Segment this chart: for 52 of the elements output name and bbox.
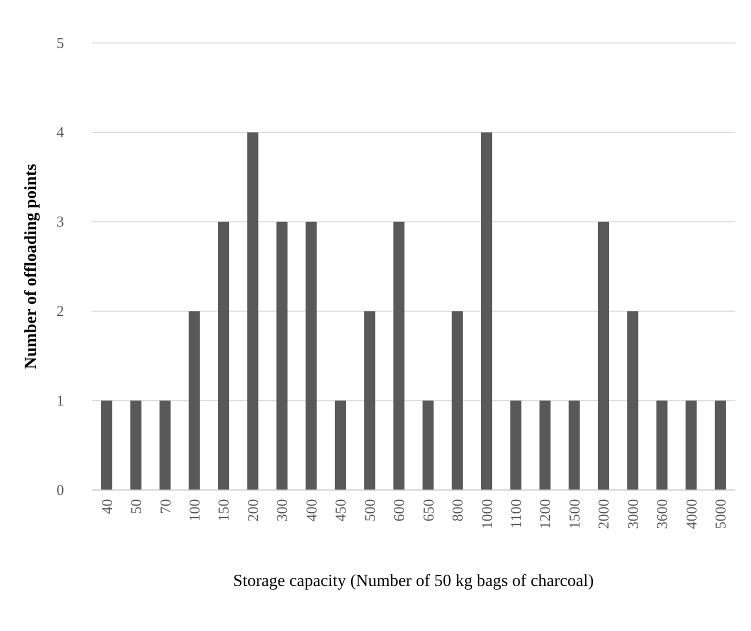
x-tick-label: 40 xyxy=(100,499,116,514)
bar xyxy=(130,400,142,490)
bar xyxy=(686,400,697,490)
bar xyxy=(364,311,376,490)
y-axis-title: Number of offloading points xyxy=(21,164,40,370)
x-tick-label: 200 xyxy=(246,499,262,522)
bar xyxy=(627,311,638,490)
y-tick-label: 1 xyxy=(56,393,64,410)
x-tick-label: 3600 xyxy=(655,499,672,529)
bar xyxy=(422,400,434,490)
bar xyxy=(276,222,288,490)
x-tick-label: 400 xyxy=(304,499,320,522)
bar xyxy=(306,222,317,490)
bar xyxy=(568,400,580,490)
bar xyxy=(218,222,230,490)
y-tick-label: 5 xyxy=(56,36,64,52)
bar xyxy=(101,400,112,490)
x-tick-label: 450 xyxy=(334,499,350,522)
x-tick-label: 100 xyxy=(187,499,204,522)
x-axis-title: Storage capacity (Number of 50 kg bags of charcoal) xyxy=(233,571,594,590)
bar xyxy=(393,222,404,490)
bar xyxy=(160,400,171,490)
x-tick-label: 800 xyxy=(450,499,467,522)
x-tick-label: 150 xyxy=(216,499,233,522)
y-tick-label: 4 xyxy=(56,125,64,142)
x-tick-label: 1500 xyxy=(567,499,584,529)
bar xyxy=(714,400,726,490)
bar xyxy=(539,400,551,490)
x-tick-label: 1100 xyxy=(508,499,525,528)
bar xyxy=(334,400,346,490)
x-tick-label: 1200 xyxy=(538,499,554,529)
y-tick-label: 2 xyxy=(56,304,64,320)
bar xyxy=(656,400,668,490)
y-tick-label: 0 xyxy=(56,482,64,499)
bar xyxy=(598,222,610,490)
x-tick-label: 300 xyxy=(275,499,292,522)
x-tick-label: 4000 xyxy=(684,499,700,529)
x-tick-label: 5000 xyxy=(714,499,730,529)
y-tick-label: 3 xyxy=(56,214,64,231)
x-tick-label: 2000 xyxy=(596,499,613,529)
x-tick-label: 3000 xyxy=(626,499,642,529)
bar xyxy=(247,132,258,490)
x-tick-label: 500 xyxy=(362,499,379,522)
x-tick-label: 650 xyxy=(421,499,438,522)
bar xyxy=(510,400,522,490)
x-tick-label: 50 xyxy=(129,499,146,514)
bar xyxy=(188,311,200,490)
bar xyxy=(481,132,492,490)
x-tick-label: 1000 xyxy=(480,499,496,529)
bar xyxy=(452,311,463,490)
x-tick-label: 70 xyxy=(158,499,174,514)
x-tick-label: 600 xyxy=(392,499,408,522)
